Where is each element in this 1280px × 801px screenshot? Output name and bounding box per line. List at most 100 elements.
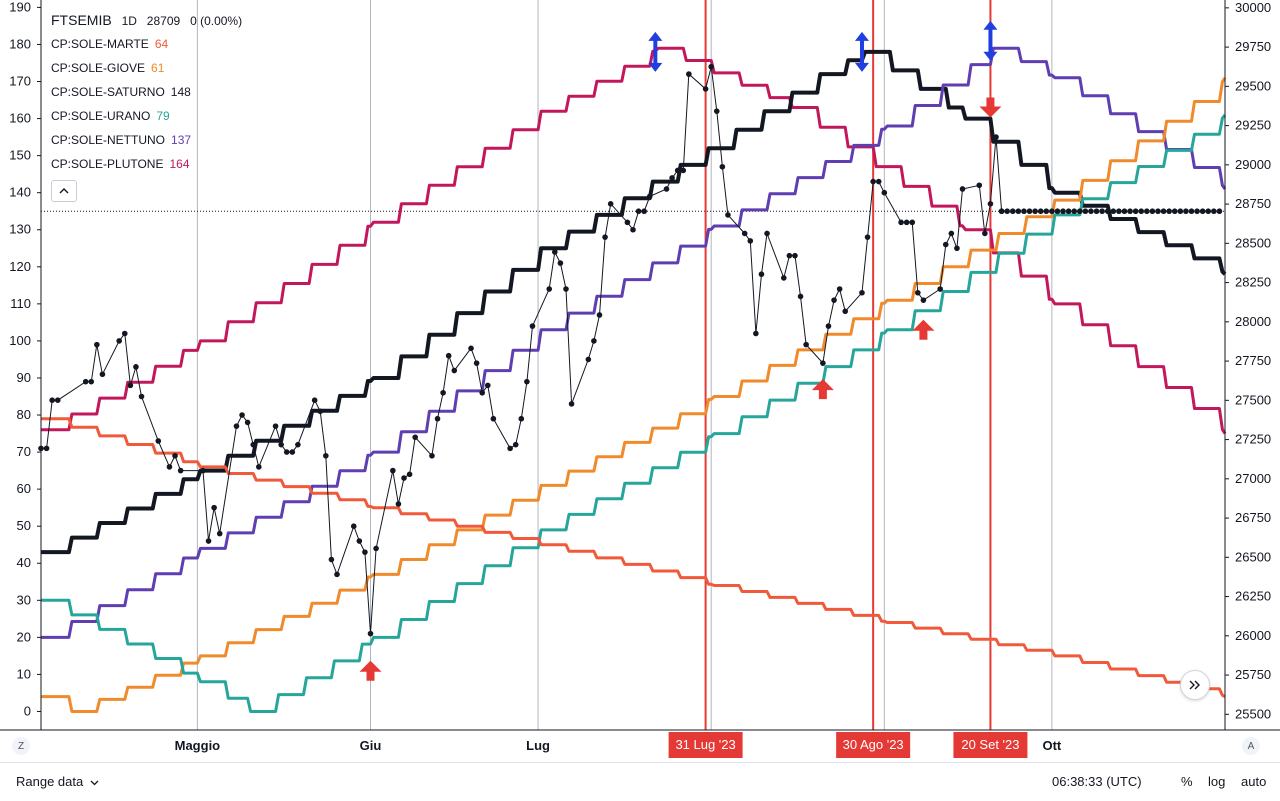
price-point [948, 230, 955, 237]
legend-title[interactable]: FTSEMIB 1D 28709 0 (0.00%) [51, 8, 242, 32]
range-date-button[interactable]: Range data [16, 774, 99, 789]
price-point [200, 467, 206, 474]
right-tick-label: 28250 [1235, 275, 1271, 290]
price-point [780, 275, 787, 281]
right-tick-label: 27750 [1235, 353, 1271, 368]
projection-point [1082, 208, 1089, 215]
right-tick-label: 25750 [1235, 667, 1271, 682]
price-point [395, 501, 402, 507]
right-tick-label: 29500 [1235, 78, 1271, 93]
price-point [43, 445, 50, 452]
right-tick-label: 26500 [1235, 549, 1271, 564]
price-point [663, 186, 670, 192]
price-point [445, 352, 452, 359]
price-point [624, 219, 631, 226]
price-point [524, 378, 530, 385]
legend-item[interactable]: CP:SOLE-URANO 79 [51, 104, 242, 128]
aspect-line [41, 49, 1227, 555]
price-point [49, 397, 55, 404]
projection-point [1211, 208, 1217, 215]
price-point [585, 356, 592, 363]
projection-point [1093, 208, 1100, 215]
projection-point [1199, 208, 1206, 215]
chart-area[interactable]: Maggio Giu Lug Ott 0 10 20 30 40 50 60 70 80 90 100 110… [0, 0, 1280, 762]
price-point [563, 286, 569, 292]
timezone-corner-button[interactable]: Z [12, 737, 30, 755]
left-tick-label: 150 [9, 148, 31, 163]
left-tick-label: 100 [9, 333, 31, 348]
price-point [596, 312, 603, 318]
chevron-up-icon [59, 188, 69, 194]
price-point [311, 397, 318, 404]
projection-point [1015, 208, 1022, 215]
price-point [803, 341, 809, 348]
price-point [719, 163, 726, 170]
time-display[interactable]: 06:38:33 (UTC) [1052, 774, 1142, 789]
projection-point [1049, 208, 1055, 215]
price-point [954, 245, 960, 252]
aspect-line [41, 113, 1227, 713]
price-point [859, 289, 865, 296]
price-point [440, 389, 446, 396]
legend-item-label: CP:SOLE-GIOVE [51, 61, 146, 75]
price-point [836, 286, 843, 292]
projection-point [1138, 208, 1145, 215]
price-point [630, 226, 636, 233]
price-point [987, 201, 994, 207]
auto-scale-button[interactable]: auto [1241, 774, 1267, 789]
legend-item[interactable]: CP:SOLE-MARTE 64 [51, 32, 242, 56]
legend-collapse-button[interactable] [51, 180, 77, 202]
legend-item[interactable]: CP:SOLE-PLUTONE 164 [51, 152, 242, 176]
projection-point [1071, 208, 1078, 215]
right-tick-label: 26750 [1235, 510, 1271, 525]
projection-point [1088, 208, 1094, 215]
price-point [350, 523, 357, 529]
legend-item-value: 137 [171, 133, 192, 147]
price-point [94, 341, 100, 348]
left-tick-label: 70 [17, 444, 31, 459]
right-tick-label: 29750 [1235, 39, 1271, 54]
price-point [250, 441, 257, 448]
price-point [993, 134, 999, 140]
price-point [881, 189, 888, 196]
legend-item-value: 148 [170, 85, 191, 99]
price-point [725, 212, 731, 218]
price-point [216, 530, 223, 537]
percent-scale-button[interactable]: % [1181, 774, 1193, 789]
price-point [406, 471, 413, 478]
price-point [205, 538, 212, 544]
price-point [909, 219, 916, 226]
price-point [512, 441, 519, 448]
price-point [903, 219, 910, 226]
legend-item-value: 164 [169, 157, 190, 171]
price-point [831, 297, 837, 303]
price-point [323, 452, 329, 459]
auto-scale-corner-button[interactable]: A [1242, 737, 1260, 755]
log-scale-button[interactable]: log [1208, 774, 1226, 789]
x-tick-label: Lug [526, 738, 550, 753]
x-tick-label: Maggio [175, 738, 221, 753]
right-tick-label: 25500 [1235, 706, 1271, 721]
projection-point [1110, 208, 1117, 215]
price-point [898, 219, 904, 226]
price-point [211, 504, 217, 511]
price-point [429, 452, 435, 459]
price-point [317, 408, 324, 415]
marker-date-label: 20 Set '23 [961, 737, 1019, 752]
price-point [88, 378, 95, 385]
price-point [747, 238, 754, 244]
price-point [272, 423, 279, 429]
projection-point [1032, 208, 1038, 215]
aspect-line [41, 417, 1226, 698]
price-point [641, 208, 647, 215]
projection-point [1188, 208, 1195, 215]
price-point [256, 464, 262, 470]
price-point [451, 367, 458, 374]
price-point [172, 452, 178, 459]
projection-point [1104, 208, 1111, 215]
legend-item[interactable]: CP:SOLE-NETTUNO 137 [51, 128, 242, 152]
legend-item[interactable]: CP:SOLE-GIOVE 61 [51, 56, 242, 80]
price-point [825, 323, 832, 329]
legend-item[interactable]: CP:SOLE-SATURNO 148 [51, 80, 242, 104]
scroll-to-realtime-button[interactable] [1180, 670, 1210, 700]
